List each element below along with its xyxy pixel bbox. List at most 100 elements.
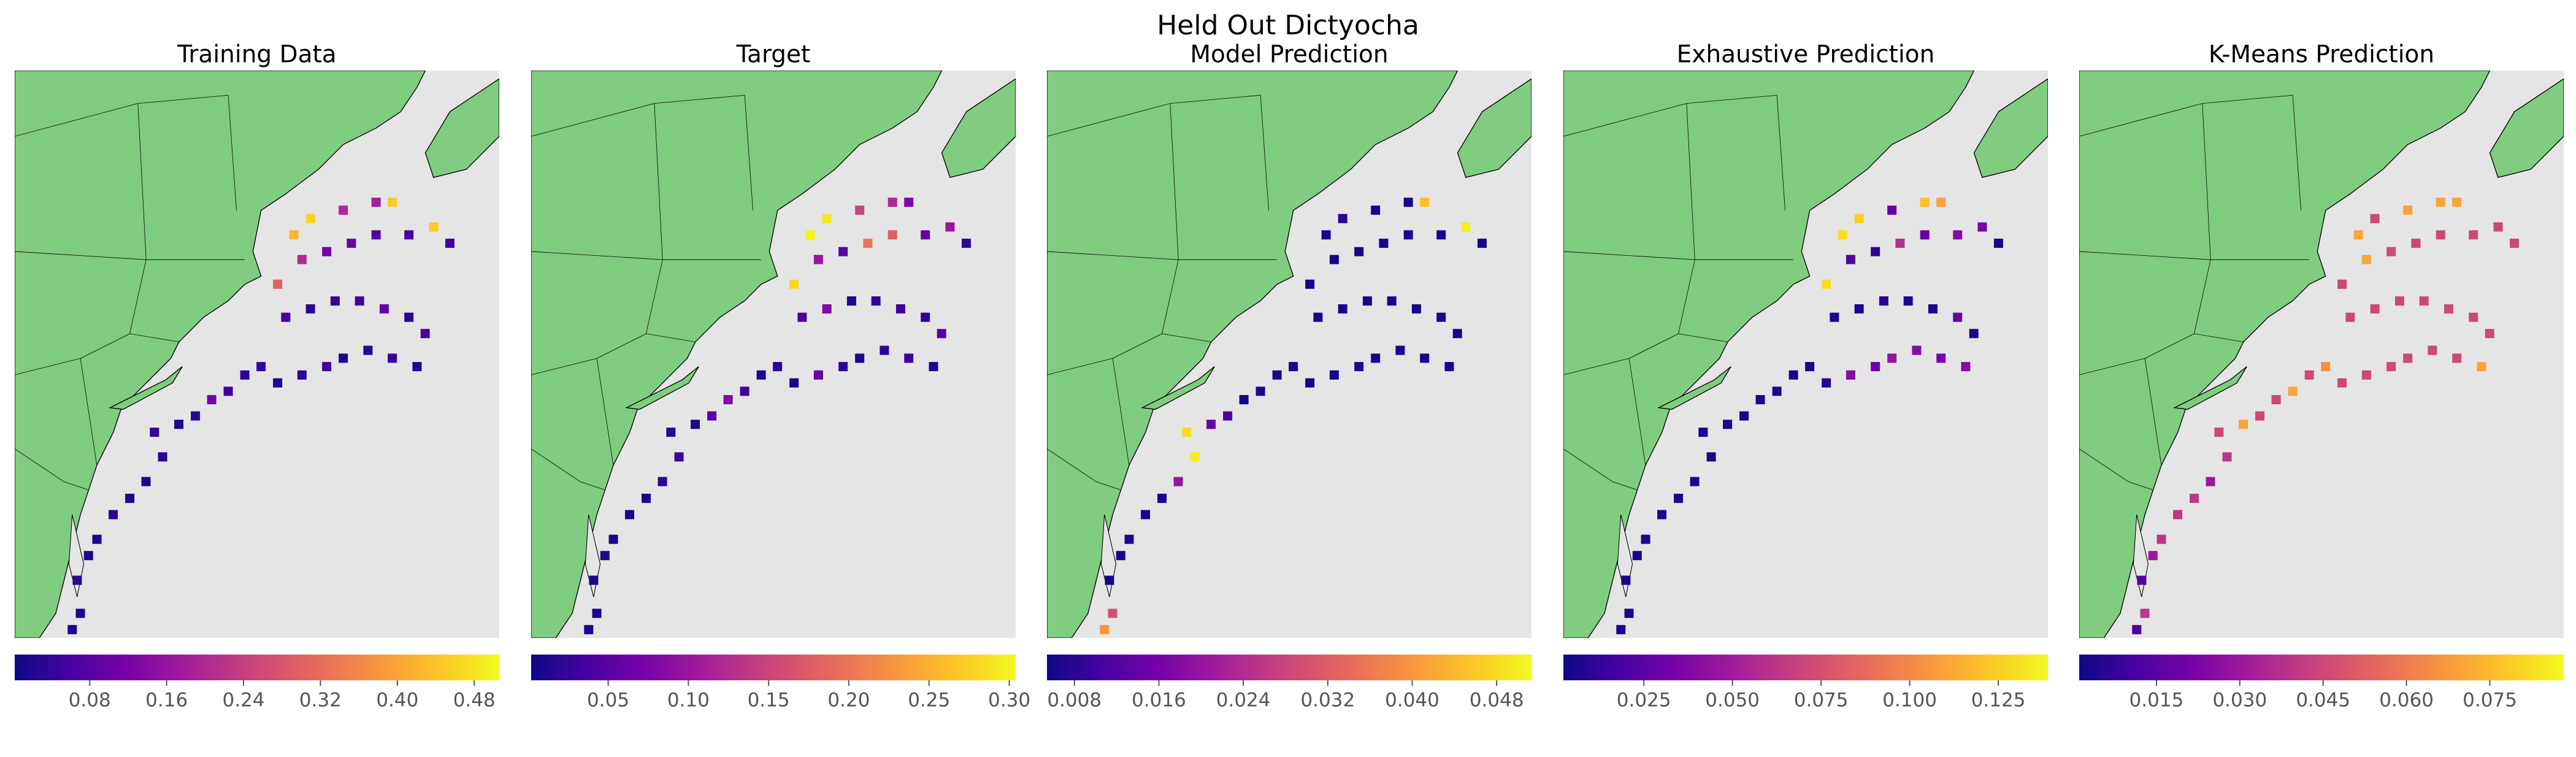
- cell: [625, 510, 635, 520]
- cell: [1387, 296, 1397, 306]
- cell: [1755, 395, 1765, 404]
- cell: [1379, 239, 1389, 248]
- colorbar-tick-label: 0.24: [223, 690, 265, 712]
- colorbar-tick-label: 0.040: [1385, 690, 1439, 712]
- cell: [2361, 370, 2371, 380]
- cell: [174, 420, 184, 429]
- cell: [1621, 575, 1631, 585]
- panel: Exhaustive Prediction 0.025 0.050 0.075 0.10…: [1563, 41, 2048, 712]
- cell: [1444, 362, 1454, 372]
- cell: [929, 362, 938, 372]
- cell: [846, 296, 856, 306]
- cell: [904, 353, 914, 363]
- cell: [2436, 198, 2445, 207]
- cell: [1871, 362, 1880, 372]
- cell: [2419, 296, 2429, 306]
- cell: [707, 411, 717, 421]
- cell: [1698, 428, 1708, 437]
- cell: [2361, 255, 2371, 264]
- cell: [822, 213, 832, 223]
- cell: [2428, 345, 2437, 355]
- cell: [2386, 247, 2396, 256]
- cell: [1362, 296, 1372, 306]
- cell: [1272, 370, 1282, 380]
- cell: [666, 428, 676, 437]
- cell: [1871, 247, 1880, 256]
- cell: [240, 370, 250, 380]
- cell: [1854, 213, 1864, 223]
- cell: [379, 304, 389, 313]
- cell: [347, 239, 356, 248]
- panel-title: Target: [736, 41, 811, 69]
- colorbar: [15, 655, 499, 680]
- cell: [1616, 624, 1626, 634]
- colorbar-tick-label: 0.075: [1794, 690, 1849, 712]
- map: [531, 71, 1016, 638]
- cell: [2477, 362, 2486, 372]
- cell: [1108, 609, 1117, 618]
- cell: [2288, 386, 2298, 396]
- colorbar-tick-label: 0.008: [1047, 690, 1102, 712]
- cell: [838, 247, 848, 256]
- colorbar-tick-label: 0.016: [1132, 690, 1186, 712]
- cell: [158, 452, 167, 462]
- cell: [445, 239, 454, 248]
- colorbar-tick-label: 0.05: [587, 690, 629, 712]
- cell: [1105, 575, 1114, 585]
- cell: [838, 362, 848, 372]
- cell: [1830, 312, 1839, 322]
- cell: [1993, 239, 2003, 248]
- cell: [1173, 477, 1183, 486]
- cell: [2190, 493, 2199, 503]
- cell: [961, 239, 971, 248]
- colorbar-tick-label: 0.100: [1882, 690, 1937, 712]
- cell: [1411, 304, 1421, 313]
- cell: [871, 296, 881, 306]
- colorbar-tick-label: 0.16: [145, 690, 188, 712]
- cell: [1920, 198, 1930, 207]
- map: [1563, 71, 2048, 638]
- cell: [1141, 510, 1151, 520]
- cell: [921, 230, 930, 240]
- cell: [75, 609, 85, 618]
- colorbar-tick-label: 0.045: [2296, 690, 2350, 712]
- cell: [305, 304, 315, 313]
- cell: [67, 624, 77, 634]
- cell: [2493, 222, 2503, 232]
- cell: [1624, 609, 1634, 618]
- cell: [805, 230, 815, 240]
- cell: [1772, 386, 1782, 396]
- cell: [355, 296, 364, 306]
- cell: [1936, 198, 1946, 207]
- colorbar-tick-label: 0.125: [1971, 690, 2026, 712]
- cell: [895, 304, 905, 313]
- cell: [72, 575, 82, 585]
- cell: [297, 370, 307, 380]
- cell: [125, 493, 135, 503]
- cell: [1461, 222, 1471, 232]
- cell: [608, 534, 618, 544]
- cell: [420, 329, 430, 339]
- cell: [322, 362, 332, 372]
- cell: [2255, 411, 2265, 421]
- cell: [1887, 206, 1897, 215]
- cell: [2271, 395, 2281, 404]
- colorbar-tick-label: 0.015: [2129, 690, 2184, 712]
- cell: [1354, 362, 1364, 372]
- cell: [1846, 370, 1855, 380]
- colorbar-tick-label: 0.060: [2379, 690, 2434, 712]
- cell: [904, 198, 914, 207]
- cell: [2436, 230, 2445, 240]
- cell: [600, 551, 610, 561]
- cell: [1436, 312, 1446, 322]
- colorbar-tick-label: 0.48: [453, 690, 496, 712]
- cell: [2403, 353, 2413, 363]
- cell: [404, 312, 414, 322]
- cell: [1223, 411, 1233, 421]
- cell: [1977, 222, 1987, 232]
- cell: [1690, 477, 1700, 486]
- cell: [150, 428, 159, 437]
- cell: [1822, 378, 1831, 388]
- cell: [1895, 239, 1905, 248]
- cell: [789, 378, 799, 388]
